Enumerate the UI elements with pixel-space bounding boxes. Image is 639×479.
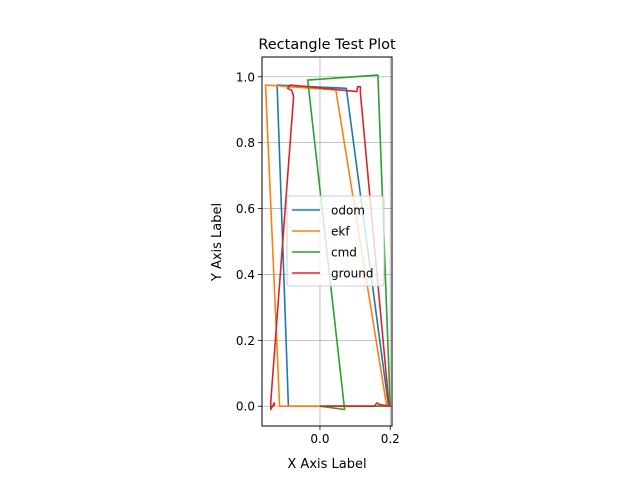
y-tick-label: 0.0 xyxy=(236,400,255,414)
legend-label-ekf: ekf xyxy=(331,225,350,239)
series-layer xyxy=(264,74,392,411)
legend-label-cmd: cmd xyxy=(331,246,357,260)
x-axis-label: X Axis Label xyxy=(287,457,366,472)
y-tick-label: 1.0 xyxy=(236,70,255,84)
y-tick-label: 0.4 xyxy=(236,268,255,282)
legend-label-odom: odom xyxy=(331,204,365,218)
chart-title: Rectangle Test Plot xyxy=(258,37,396,53)
series-line-cmd xyxy=(306,74,392,411)
legend: odom ekf cmd ground xyxy=(286,195,385,287)
series-line-ground xyxy=(269,84,392,411)
legend-box xyxy=(286,195,385,287)
y-tick-label: 0.2 xyxy=(236,334,255,348)
axis-ticks: 0.0 0.2 0.0 0.2 0.4 0.6 0.8 1.0 xyxy=(236,70,400,446)
y-tick-label: 0.6 xyxy=(236,202,255,216)
plot-frame xyxy=(261,56,393,427)
legend-label-ground: ground xyxy=(331,267,373,281)
y-axis-label: Y Axis Label xyxy=(210,203,225,282)
y-tick-label: 0.8 xyxy=(236,136,255,150)
x-tick-label: 0.0 xyxy=(310,432,329,446)
x-tick-label: 0.2 xyxy=(381,432,400,446)
